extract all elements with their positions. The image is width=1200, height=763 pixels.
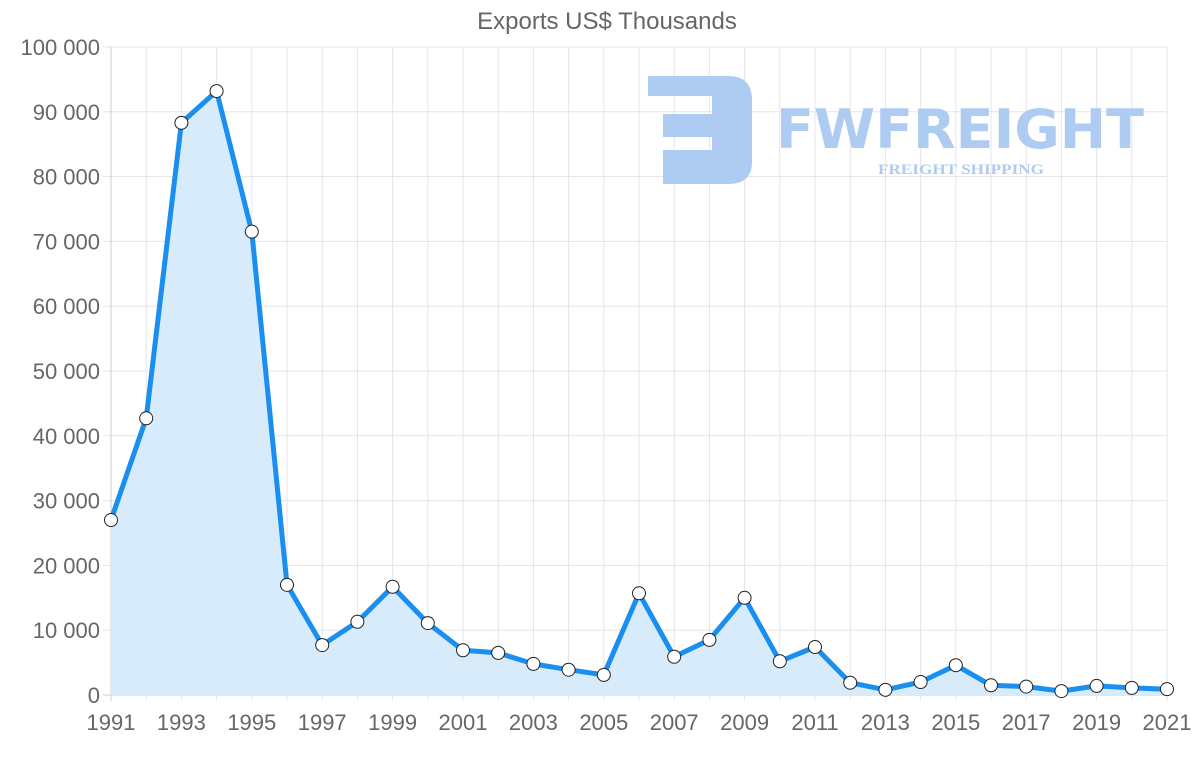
x-tick-label: 1997 — [298, 710, 347, 735]
y-tick-label: 80 000 — [33, 165, 100, 190]
watermark-tagline: FREIGHT SHIPPING — [878, 162, 1044, 178]
data-point-2015[interactable] — [948, 658, 963, 673]
x-tick-label: 2019 — [1072, 710, 1121, 735]
data-point-2004[interactable] — [561, 662, 576, 677]
data-point-2011[interactable] — [808, 640, 822, 655]
y-tick-label: 20 000 — [33, 553, 100, 578]
data-point-1996[interactable] — [280, 577, 294, 592]
y-tick-label: 70 000 — [33, 229, 100, 254]
x-tick-label: 2005 — [579, 710, 628, 735]
data-point-2002[interactable] — [491, 645, 506, 660]
y-axis: 0 10 000 20 000 30 000 40 000 50 000 60 000 70 … — [20, 35, 100, 708]
data-point-2021[interactable] — [1160, 682, 1174, 697]
x-tick-label: 2001 — [439, 710, 488, 735]
data-point-1992[interactable] — [139, 411, 154, 426]
data-point-2005[interactable] — [596, 667, 611, 682]
y-tick-label: 50 000 — [33, 359, 100, 384]
data-point-2017[interactable] — [1019, 679, 1034, 694]
data-point-1997[interactable] — [315, 638, 330, 653]
y-tick-label: 100 000 — [20, 35, 100, 60]
x-tick-label: 2017 — [1002, 710, 1051, 735]
x-axis: 1991 1993 1995 1997 1999 2001 2003 2005 2007 2009… — [87, 710, 1192, 735]
data-point-1991[interactable] — [104, 513, 118, 528]
chart-title: Exports US$ Thousands — [477, 8, 737, 35]
x-tick-label: 2007 — [650, 710, 699, 735]
x-tick-label: 1993 — [157, 710, 206, 735]
x-tick-label: 1991 — [87, 710, 136, 735]
data-point-1994[interactable] — [209, 84, 224, 99]
data-point-2000[interactable] — [420, 616, 435, 631]
data-point-1998[interactable] — [350, 614, 365, 629]
data-point-2012[interactable] — [843, 675, 858, 690]
x-tick-label: 1995 — [227, 710, 276, 735]
y-tick-label: 90 000 — [33, 100, 100, 125]
x-tick-label: 1999 — [368, 710, 417, 735]
data-point-2018[interactable] — [1054, 684, 1069, 699]
data-point-2013[interactable] — [878, 682, 893, 697]
data-point-1993[interactable] — [174, 115, 189, 130]
data-points — [104, 84, 1174, 699]
data-point-1995[interactable] — [244, 224, 259, 239]
data-point-1999[interactable] — [385, 579, 400, 594]
data-point-2001[interactable] — [456, 643, 470, 658]
x-tick-label: 2009 — [720, 710, 769, 735]
data-point-2006[interactable] — [632, 586, 646, 601]
x-tick-label: 2011 — [791, 710, 838, 735]
watermark-brand: FWFREIGHT — [776, 98, 1144, 161]
x-tick-label: 2021 — [1143, 710, 1192, 735]
y-tick-label: 60 000 — [33, 294, 100, 319]
data-point-2010[interactable] — [772, 654, 787, 669]
data-point-2007[interactable] — [667, 649, 682, 664]
y-tick-label: 40 000 — [33, 424, 100, 449]
data-point-2008[interactable] — [702, 632, 717, 647]
x-tick-label: 2003 — [509, 710, 558, 735]
data-point-2003[interactable] — [526, 656, 541, 671]
x-tick-label: 2015 — [931, 710, 980, 735]
data-point-2009[interactable] — [737, 590, 752, 605]
y-tick-label: 30 000 — [33, 489, 100, 514]
y-tick-label: 10 000 — [33, 618, 100, 643]
watermark-logo: FWFREIGHT FREIGHT SHIPPING — [648, 76, 1144, 184]
data-point-2014[interactable] — [913, 675, 928, 690]
y-tick-label: 0 — [88, 683, 100, 708]
data-point-2020[interactable] — [1124, 680, 1139, 695]
area-fill — [111, 91, 1167, 696]
x-tick-label: 2013 — [861, 710, 910, 735]
data-point-2019[interactable] — [1089, 678, 1104, 693]
logo-mark-icon — [648, 76, 752, 184]
data-point-2016[interactable] — [984, 678, 998, 693]
